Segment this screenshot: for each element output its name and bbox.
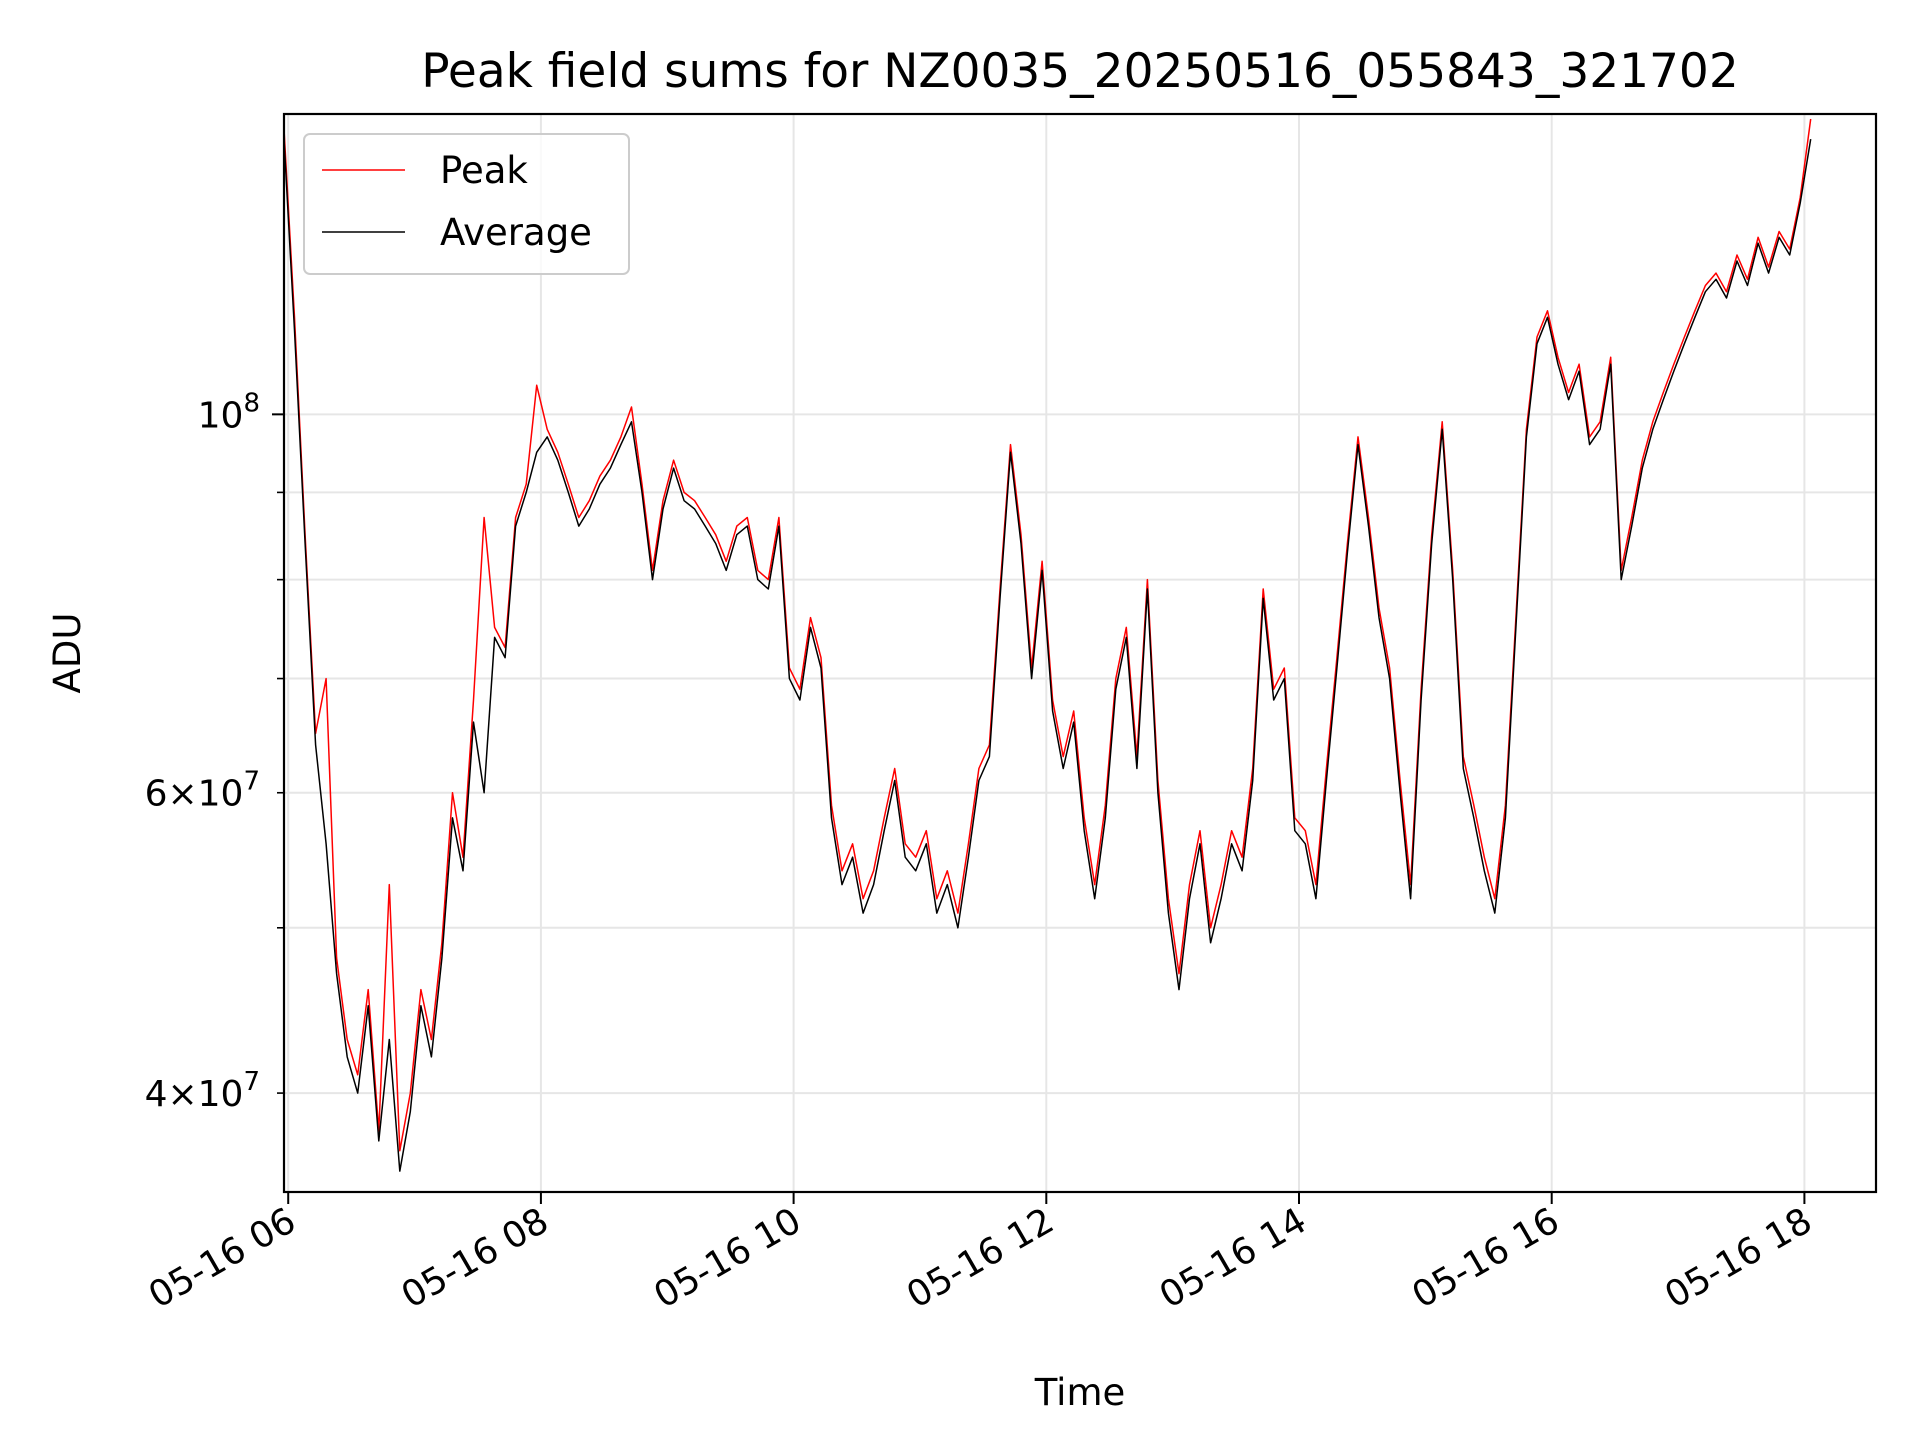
plot-frame [282, 112, 1878, 1194]
y-tick-label: 108 [198, 388, 260, 436]
legend: Peak Average [303, 133, 630, 275]
y-tick-label: 4×107 [145, 1067, 260, 1115]
x-axis-label: Time [1034, 1371, 1126, 1414]
y-axis-label: ADU [46, 613, 89, 694]
legend-label-peak: Peak [440, 149, 528, 192]
series-line-average [283, 138, 1812, 1172]
chart-title: Peak field sums for NZ0035_20250516_0558… [421, 44, 1738, 99]
y-tick-label: 6×107 [145, 767, 260, 815]
legend-box [303, 133, 630, 275]
series-lines [283, 118, 1812, 1172]
legend-label-average: Average [440, 211, 592, 254]
y-axis-ticks: 108 4×107 6×107 [145, 388, 284, 1115]
